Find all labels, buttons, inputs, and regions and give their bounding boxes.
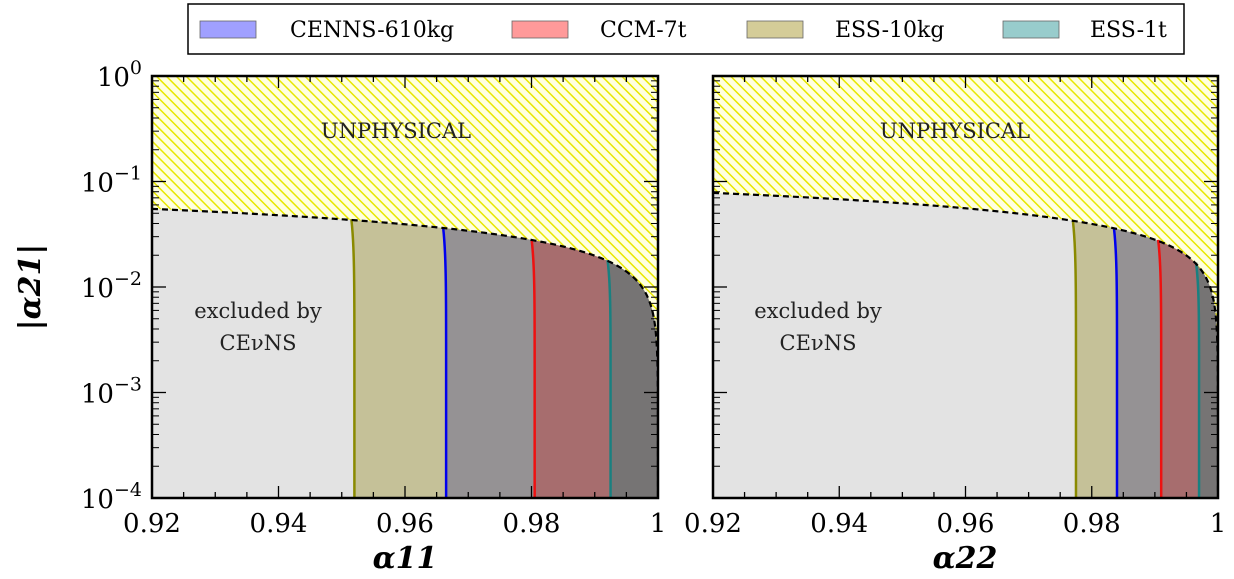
- bound-line-ess10-left: [350, 218, 356, 498]
- bound-line-ccm-right: [1156, 239, 1163, 498]
- bound-line-cenns-right: [1112, 228, 1119, 498]
- x-tick-label-left: 0.94: [250, 509, 308, 539]
- ticks-left: 0.92 0.94 0.96 0.98 1 10−4 10−3 10−2 10−1 100: [81, 57, 666, 539]
- band-ess1t-right: [1196, 262, 1218, 498]
- x-tick-label-left: 0.92: [123, 509, 181, 539]
- legend-entry-cenns: CENNS-610kg: [199, 18, 454, 43]
- bound-line-cenns-left: [441, 226, 448, 498]
- bound-line-ess1t-left: [606, 259, 612, 498]
- panel-left: 0.92 0.94 0.96 0.98 1 10−4 10−3 10−2 10−1 100 UNP…: [13, 57, 666, 576]
- band-ess10-left: [351, 219, 658, 498]
- band-cenns-right: [1113, 228, 1218, 498]
- bound-line-ccm-left: [530, 239, 536, 498]
- x-tick-label-left: 0.98: [503, 509, 561, 539]
- legend-swatch-ccm: [511, 20, 569, 39]
- legend-swatch-ess10: [746, 20, 804, 39]
- annotation-excluded-left-line2: CEνNS: [220, 331, 297, 355]
- legend-entry-ess1t: ESS-1t: [1002, 18, 1167, 43]
- annotation-excluded-left-line1: excluded by: [194, 299, 322, 323]
- x-tick-label-right: 0.92: [684, 509, 742, 539]
- plot-area-right: [713, 76, 1218, 498]
- legend-label-ess10: ESS-10kg: [835, 18, 944, 43]
- bound-line-ess1t-right: [1194, 262, 1201, 498]
- annotation-excluded-right-line2: CEνNS: [780, 331, 857, 355]
- y-tick-label-left: 10−2: [81, 268, 142, 304]
- legend-label-ess1t: ESS-1t: [1090, 18, 1167, 43]
- y-tick-label-left: 10−3: [81, 374, 142, 410]
- band-ess1t-left: [607, 260, 658, 498]
- x-tick-label-right: 0.94: [810, 509, 868, 539]
- band-cenns-left: [443, 227, 658, 498]
- band-ccm-right: [1158, 239, 1218, 498]
- legend-label-ccm: CCM-7t: [600, 18, 687, 43]
- unitarity-boundary-right: [713, 191, 1218, 498]
- unphysical-region-left: [152, 76, 658, 498]
- x-tick-label-left: 0.96: [376, 509, 434, 539]
- x-tick-label-right: 0.98: [1063, 509, 1121, 539]
- annotation-unphysical-left: UNPHYSICAL: [321, 119, 471, 143]
- legend: CENNS-610kg CCM-7t ESS-10kg ESS-1t: [187, 3, 1185, 55]
- plot-area-left: [152, 76, 658, 498]
- y-tick-label-left: 10−4: [81, 479, 142, 515]
- unphysical-region-right: [713, 76, 1218, 498]
- legend-entry-ccm: CCM-7t: [511, 18, 687, 43]
- annotation-excluded-right-line1: excluded by: [754, 299, 882, 323]
- y-tick-label-left: 100: [97, 57, 142, 93]
- band-ccm-left: [531, 239, 658, 498]
- panel-right: 0.92 0.94 0.96 0.98 1 UNPHYSICAL excluded by…: [684, 74, 1227, 576]
- band-ess10-right: [1072, 221, 1218, 498]
- x-tick-label-left: 1: [650, 509, 667, 539]
- excluded-region-left: [152, 208, 658, 498]
- plot-frame-left: [150, 74, 660, 500]
- x-axis-label-right: α22: [933, 541, 998, 576]
- bound-line-ess10-right: [1071, 221, 1078, 498]
- legend-label-cenns: CENNS-610kg: [290, 18, 454, 43]
- y-axis-label-left: |α21|: [13, 244, 48, 331]
- x-axis-label-left: α11: [373, 541, 438, 576]
- legend-swatch-ess1t: [1002, 20, 1060, 39]
- y-tick-label-left: 10−1: [81, 163, 142, 199]
- legend-entry-ess10: ESS-10kg: [746, 18, 944, 43]
- x-tick-label-right: 1: [1210, 509, 1227, 539]
- plot-frame-right: [711, 74, 1220, 500]
- x-tick-label-right: 0.96: [937, 509, 995, 539]
- excluded-region-right: [713, 192, 1218, 498]
- legend-swatch-cenns: [199, 20, 257, 39]
- annotation-unphysical-right: UNPHYSICAL: [880, 119, 1030, 143]
